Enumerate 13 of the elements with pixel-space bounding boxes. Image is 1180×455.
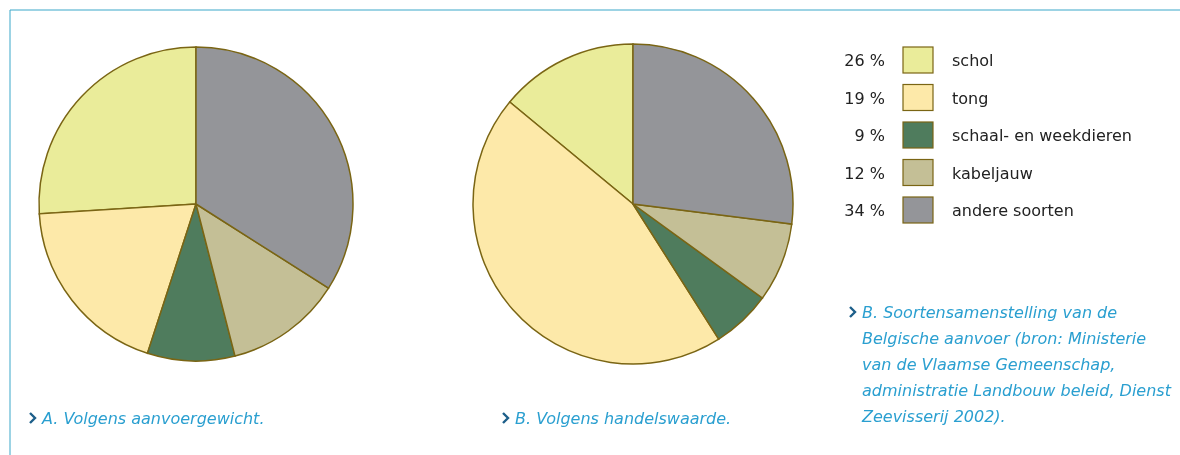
data-label: 9 % bbox=[854, 126, 885, 145]
text: A. Volgens aanvoergewicht. bbox=[41, 409, 265, 428]
legend-label: andere soorten bbox=[952, 201, 1074, 220]
legend-label: tong bbox=[952, 88, 989, 108]
legend-label: schol bbox=[952, 51, 994, 70]
legend-label: schaal- en weekdieren bbox=[952, 126, 1132, 145]
text: B. Soortensamenstelling van de Belgische aanvoer (bron: Ministerie van de Vlaamse Gemeenschap, administratie Landbouw beleid, Dienst Zeevisserij 2002). bbox=[861, 303, 1172, 426]
text: B. Volgens handelswaarde. bbox=[515, 409, 732, 428]
data-label: 12 % bbox=[844, 163, 885, 183]
legend-label: kabeljauw bbox=[952, 163, 1033, 183]
data-label: 19 % bbox=[844, 88, 885, 108]
data-label: 26 % bbox=[844, 51, 885, 70]
data-label: 34 % bbox=[844, 201, 885, 220]
